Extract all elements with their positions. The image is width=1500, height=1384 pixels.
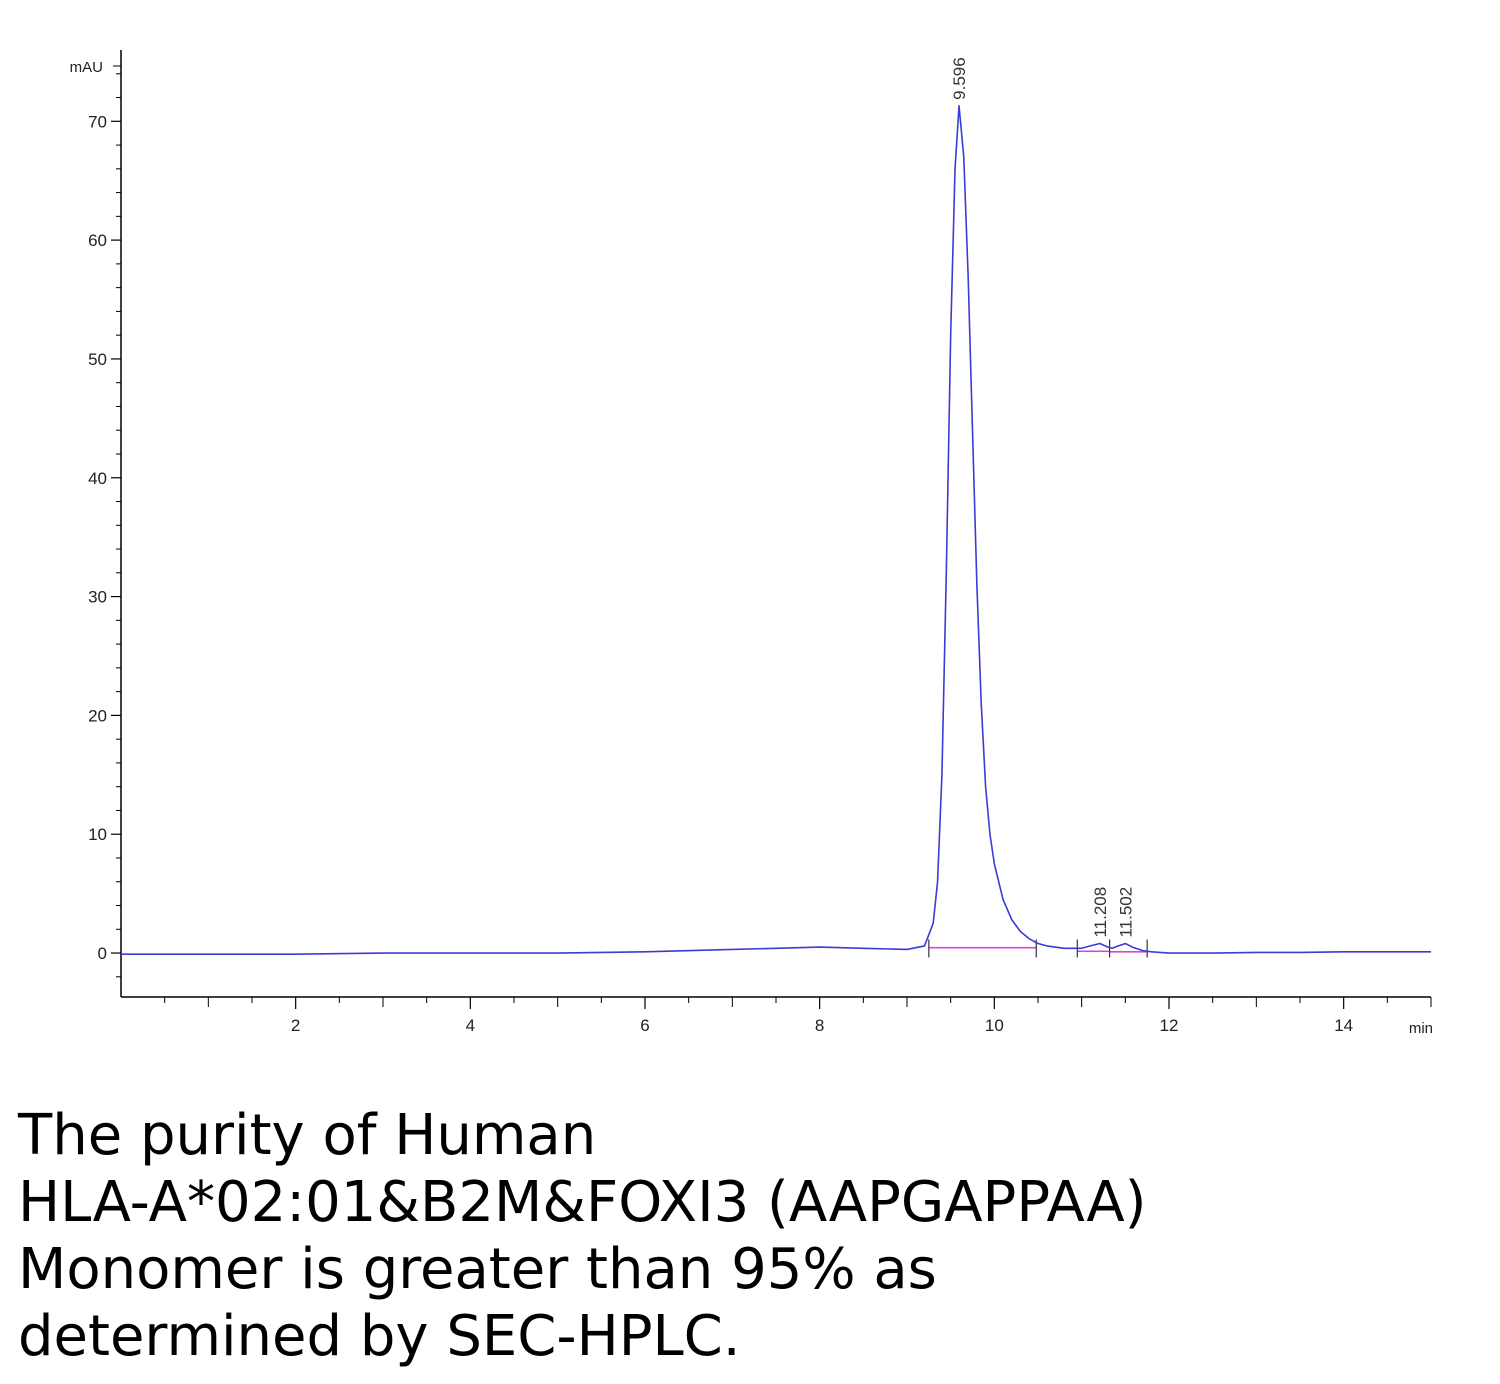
y-tick-label: 50 <box>88 350 107 369</box>
series-group <box>121 105 1431 956</box>
y-tick-label: 60 <box>88 231 107 250</box>
peak-label: 11.502 <box>1117 887 1136 938</box>
x-tick-label: 10 <box>985 1016 1004 1035</box>
chromatogram-chart: 0 10 20 30 40 50 60 70 mAU 2 4 6 8 10 12 14 min 9.596 11.… <box>70 50 1433 1037</box>
chromatogram-trace <box>121 105 1431 956</box>
baselines-group <box>928 939 1148 958</box>
caption: The purity of Human HLA-A*02:01&B2M&FOXI… <box>18 1102 1478 1370</box>
caption-line-4: determined by SEC-HPLC. <box>18 1304 741 1369</box>
y-tick-label: 10 <box>88 825 107 844</box>
peak-labels-group: 9.596 11.208 11.502 <box>950 57 1135 937</box>
caption-line-3: Monomer is greater than 95% as <box>18 1237 937 1302</box>
y-unit-label: mAU <box>70 59 103 76</box>
y-tick-label: 40 <box>88 469 107 488</box>
x-tick-label: 2 <box>291 1016 300 1035</box>
peak-label: 11.208 <box>1091 887 1110 938</box>
chromatogram-svg: 0 10 20 30 40 50 60 70 mAU 2 4 6 8 10 12 14 min 9.596 11.… <box>70 50 1433 1037</box>
y-tick-label: 30 <box>88 588 107 607</box>
x-unit-label: min <box>1409 1020 1433 1037</box>
y-tick-label: 20 <box>88 706 107 725</box>
caption-line-1: The purity of Human <box>18 1103 597 1168</box>
x-tick-label: 6 <box>640 1016 649 1035</box>
caption-line-2: HLA-A*02:01&B2M&FOXI3 (AAPGAPPAA) <box>18 1170 1147 1235</box>
axes-group: 0 10 20 30 40 50 60 70 mAU 2 4 6 8 10 12 14 min <box>70 50 1433 1037</box>
x-tick-label: 12 <box>1160 1016 1179 1035</box>
x-tick-label: 8 <box>815 1016 824 1035</box>
y-tick-label: 0 <box>98 944 107 963</box>
x-tick-label: 14 <box>1334 1016 1353 1035</box>
peak-label: 9.596 <box>950 57 969 100</box>
y-tick-label: 70 <box>88 112 107 131</box>
x-tick-label: 4 <box>466 1016 475 1035</box>
